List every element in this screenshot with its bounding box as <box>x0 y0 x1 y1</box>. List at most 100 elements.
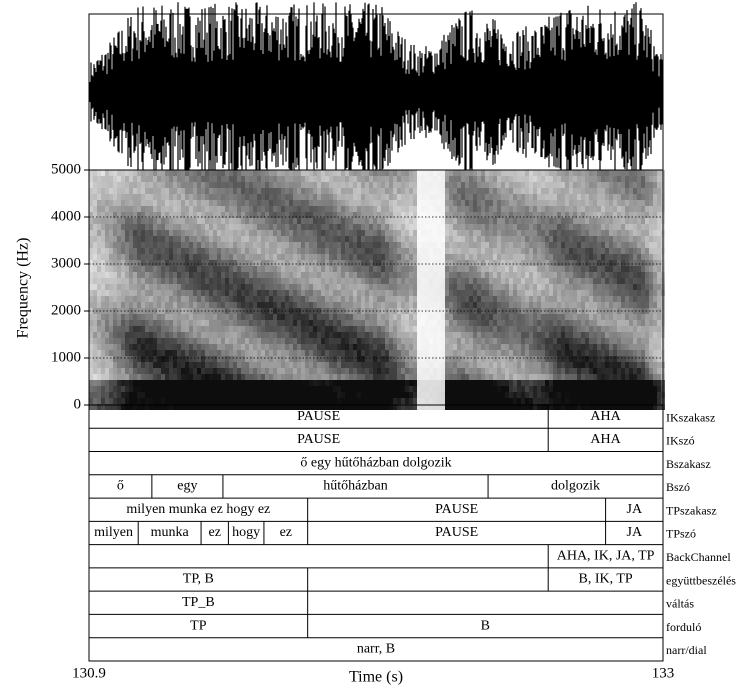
spectrogram-cell <box>273 302 277 308</box>
spectrogram-cell <box>193 398 197 404</box>
spectrogram-cell <box>125 200 129 206</box>
spectrogram-cell <box>389 242 393 248</box>
spectrogram-cell <box>501 374 505 380</box>
spectrogram-cell <box>277 398 281 404</box>
spectrogram-cell <box>421 170 425 176</box>
spectrogram-cell <box>269 326 273 332</box>
spectrogram-cell <box>457 338 461 344</box>
spectrogram-cell <box>569 182 573 188</box>
spectrogram-cell <box>377 260 381 266</box>
spectrogram-cell <box>493 254 497 260</box>
spectrogram-cell <box>189 386 193 392</box>
spectrogram-cell <box>213 224 217 230</box>
spectrogram-cell <box>245 338 249 344</box>
spectrogram-cell <box>121 338 125 344</box>
spectrogram-cell <box>269 266 273 272</box>
spectrogram-cell <box>509 308 513 314</box>
spectrogram-cell <box>437 338 441 344</box>
spectrogram-cell <box>153 170 157 176</box>
spectrogram-cell <box>565 398 569 404</box>
spectrogram-cell <box>217 386 221 392</box>
spectrogram-cell <box>537 284 541 290</box>
spectrogram-cell <box>413 332 417 338</box>
spectrogram-cell <box>237 332 241 338</box>
spectrogram-cell <box>341 278 345 284</box>
spectrogram-cell <box>241 398 245 404</box>
spectrogram-cell <box>209 278 213 284</box>
spectrogram-cell <box>381 380 385 386</box>
spectrogram-cell <box>417 248 421 254</box>
spectrogram-cell <box>201 260 205 266</box>
spectrogram-cell <box>549 182 553 188</box>
spectrogram-cell <box>197 314 201 320</box>
spectrogram-cell <box>173 284 177 290</box>
spectrogram-cell <box>537 398 541 404</box>
spectrogram-cell <box>301 368 305 374</box>
spectrogram-cell <box>529 170 533 176</box>
spectrogram-cell <box>529 380 533 386</box>
spectrogram-cell <box>281 386 285 392</box>
spectrogram-cell <box>549 236 553 242</box>
spectrogram-cell <box>325 200 329 206</box>
spectrogram-cell <box>509 398 513 404</box>
spectrogram-cell <box>533 170 537 176</box>
spectrogram-cell <box>401 386 405 392</box>
spectrogram-cell <box>273 386 277 392</box>
spectrogram-cell <box>105 236 109 242</box>
spectrogram-cell <box>225 248 229 254</box>
spectrogram-cell <box>253 176 257 182</box>
spectrogram-cell <box>177 278 181 284</box>
spectrogram-cell <box>329 224 333 230</box>
spectrogram-cell <box>497 278 501 284</box>
spectrogram-cell <box>249 266 253 272</box>
spectrogram-cell <box>573 302 577 308</box>
spectrogram-cell <box>253 338 257 344</box>
spectrogram-cell <box>581 332 585 338</box>
spectrogram-cell <box>213 344 217 350</box>
spectrogram-cell <box>217 218 221 224</box>
spectrogram-cell <box>197 224 201 230</box>
spectrogram-cell <box>577 188 581 194</box>
spectrogram-cell <box>125 320 129 326</box>
spectrogram-cell <box>481 212 485 218</box>
spectrogram-cell <box>205 170 209 176</box>
spectrogram-cell <box>345 254 349 260</box>
spectrogram-cell <box>533 224 537 230</box>
spectrogram-cell <box>141 188 145 194</box>
spectrogram-cell <box>489 236 493 242</box>
spectrogram-cell <box>521 374 525 380</box>
spectrogram-cell <box>161 218 165 224</box>
spectrogram-cell <box>445 398 449 404</box>
spectrogram-cell <box>261 332 265 338</box>
spectrogram-cell <box>281 314 285 320</box>
spectrogram-cell <box>457 266 461 272</box>
spectrogram-cell <box>365 200 369 206</box>
spectrogram-cell <box>225 368 229 374</box>
spectrogram-cell <box>361 374 365 380</box>
spectrogram-cell <box>525 278 529 284</box>
spectrogram-cell <box>573 278 577 284</box>
spectrogram-cell <box>509 344 513 350</box>
spectrogram-cell <box>549 368 553 374</box>
spectrogram-cell <box>561 320 565 326</box>
spectrogram-cell <box>93 362 97 368</box>
spectrogram-cell <box>429 248 433 254</box>
spectrogram-cell <box>341 374 345 380</box>
spectrogram-cell <box>321 236 325 242</box>
spectrogram-cell <box>497 332 501 338</box>
spectrogram-cell <box>329 368 333 374</box>
spectrogram-cell <box>133 356 137 362</box>
spectrogram-cell <box>365 314 369 320</box>
spectrogram-cell <box>517 242 521 248</box>
spectrogram-cell <box>377 278 381 284</box>
spectrogram-cell <box>361 350 365 356</box>
spectrogram-cell <box>477 284 481 290</box>
spectrogram-cell <box>577 236 581 242</box>
spectrogram-cell <box>209 386 213 392</box>
spectrogram-cell <box>209 332 213 338</box>
spectrogram-cell <box>401 368 405 374</box>
spectrogram-cell <box>493 248 497 254</box>
spectrogram-cell <box>457 404 461 410</box>
spectrogram-cell <box>269 224 273 230</box>
spectrogram-cell <box>493 236 497 242</box>
